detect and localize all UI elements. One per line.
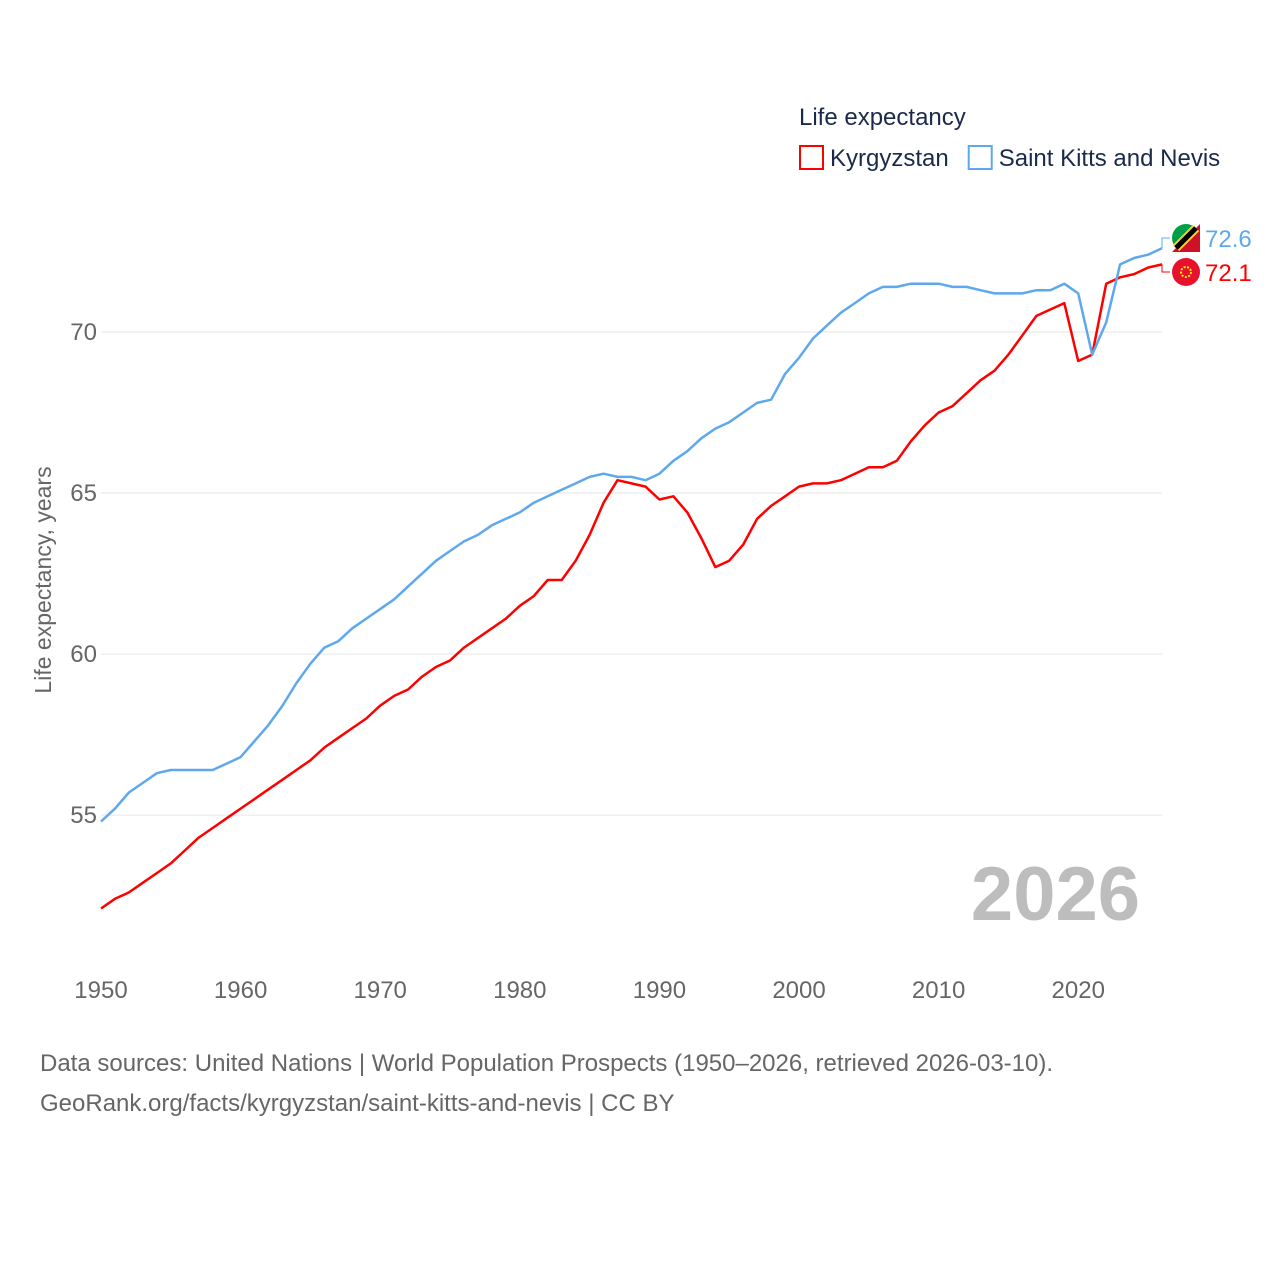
legend-title: Life expectancy	[799, 104, 966, 131]
series-line-saint-kitts-and-nevis	[100, 247, 1163, 823]
kyrgyzstan-flag-icon	[1172, 258, 1200, 286]
series-line-kyrgyzstan	[100, 263, 1163, 910]
y-tick-label: 65	[70, 480, 97, 507]
x-tick-label: 1980	[493, 977, 546, 1004]
legend-label: Kyrgyzstan	[830, 145, 949, 172]
y-axis-label: Life expectancy, years	[30, 466, 56, 693]
x-tick-label: 2010	[912, 977, 965, 1004]
x-tick-label: 1990	[633, 977, 686, 1004]
end-label-connector	[1161, 237, 1170, 249]
x-tick-label: 1970	[354, 977, 407, 1004]
x-tick-label: 2000	[772, 977, 825, 1004]
x-tick-label: 1960	[214, 977, 267, 1004]
attribution-link[interactable]: GeoRank.org/facts/kyrgyzstan/saint-kitts…	[40, 1090, 675, 1117]
end-value-label: 72.6	[1205, 226, 1252, 253]
legend-label: Saint Kitts and Nevis	[999, 145, 1220, 172]
x-tick-label: 1950	[74, 977, 127, 1004]
flag-black-band	[1174, 226, 1198, 250]
x-tick-label: 2020	[1052, 977, 1105, 1004]
data-source-text: Data sources: United Nations | World Pop…	[40, 1050, 1054, 1077]
year-watermark: 2026	[971, 852, 1140, 937]
end-value-label: 72.1	[1205, 260, 1252, 287]
y-tick-label: 70	[70, 319, 97, 346]
kyrgyzstan-sun-icon	[1180, 266, 1192, 278]
y-tick-label: 60	[70, 641, 97, 668]
legend-swatch	[799, 145, 824, 170]
y-tick-label: 55	[70, 802, 97, 829]
footer: Data sources: United Nations | World Pop…	[40, 1044, 1053, 1124]
end-label-connector	[1161, 264, 1170, 273]
legend-swatch	[967, 145, 993, 170]
